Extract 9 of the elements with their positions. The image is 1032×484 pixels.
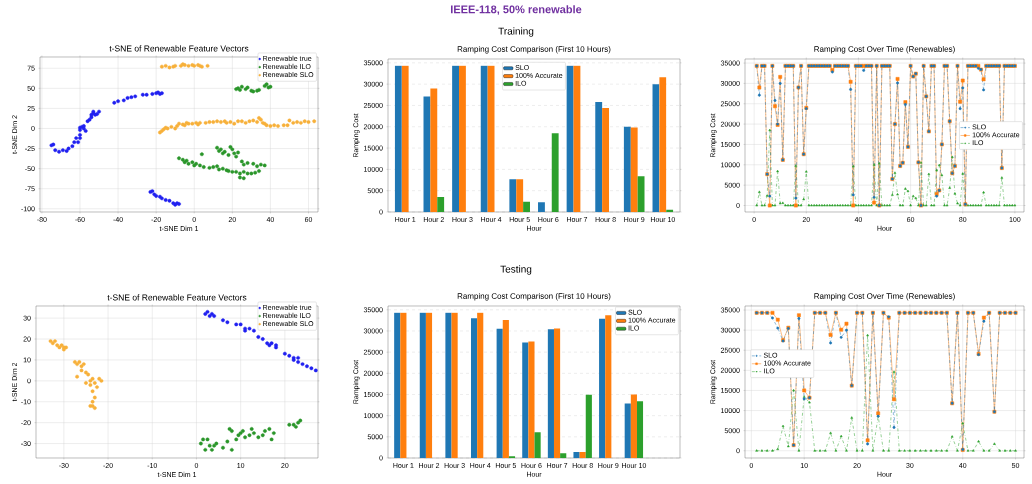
chart-title: t-SNE of Renewable Feature Vectors: [107, 294, 247, 301]
chart-title: Ramping Cost Comparison (First 10 Hours): [457, 46, 611, 54]
text: IEEE-118, 50% renewable: [451, 5, 582, 15]
chart-title: t-SNE of Renewable Feature Vectors: [109, 45, 249, 52]
text: Training: [498, 27, 534, 37]
text: Testing: [500, 265, 532, 275]
chart-title: Ramping Cost Over Time (Renewables): [814, 293, 955, 301]
chart-title: Ramping Cost Over Time (Renewables): [814, 46, 955, 54]
chart-title: Ramping Cost Comparison (First 10 Hours): [457, 293, 611, 301]
